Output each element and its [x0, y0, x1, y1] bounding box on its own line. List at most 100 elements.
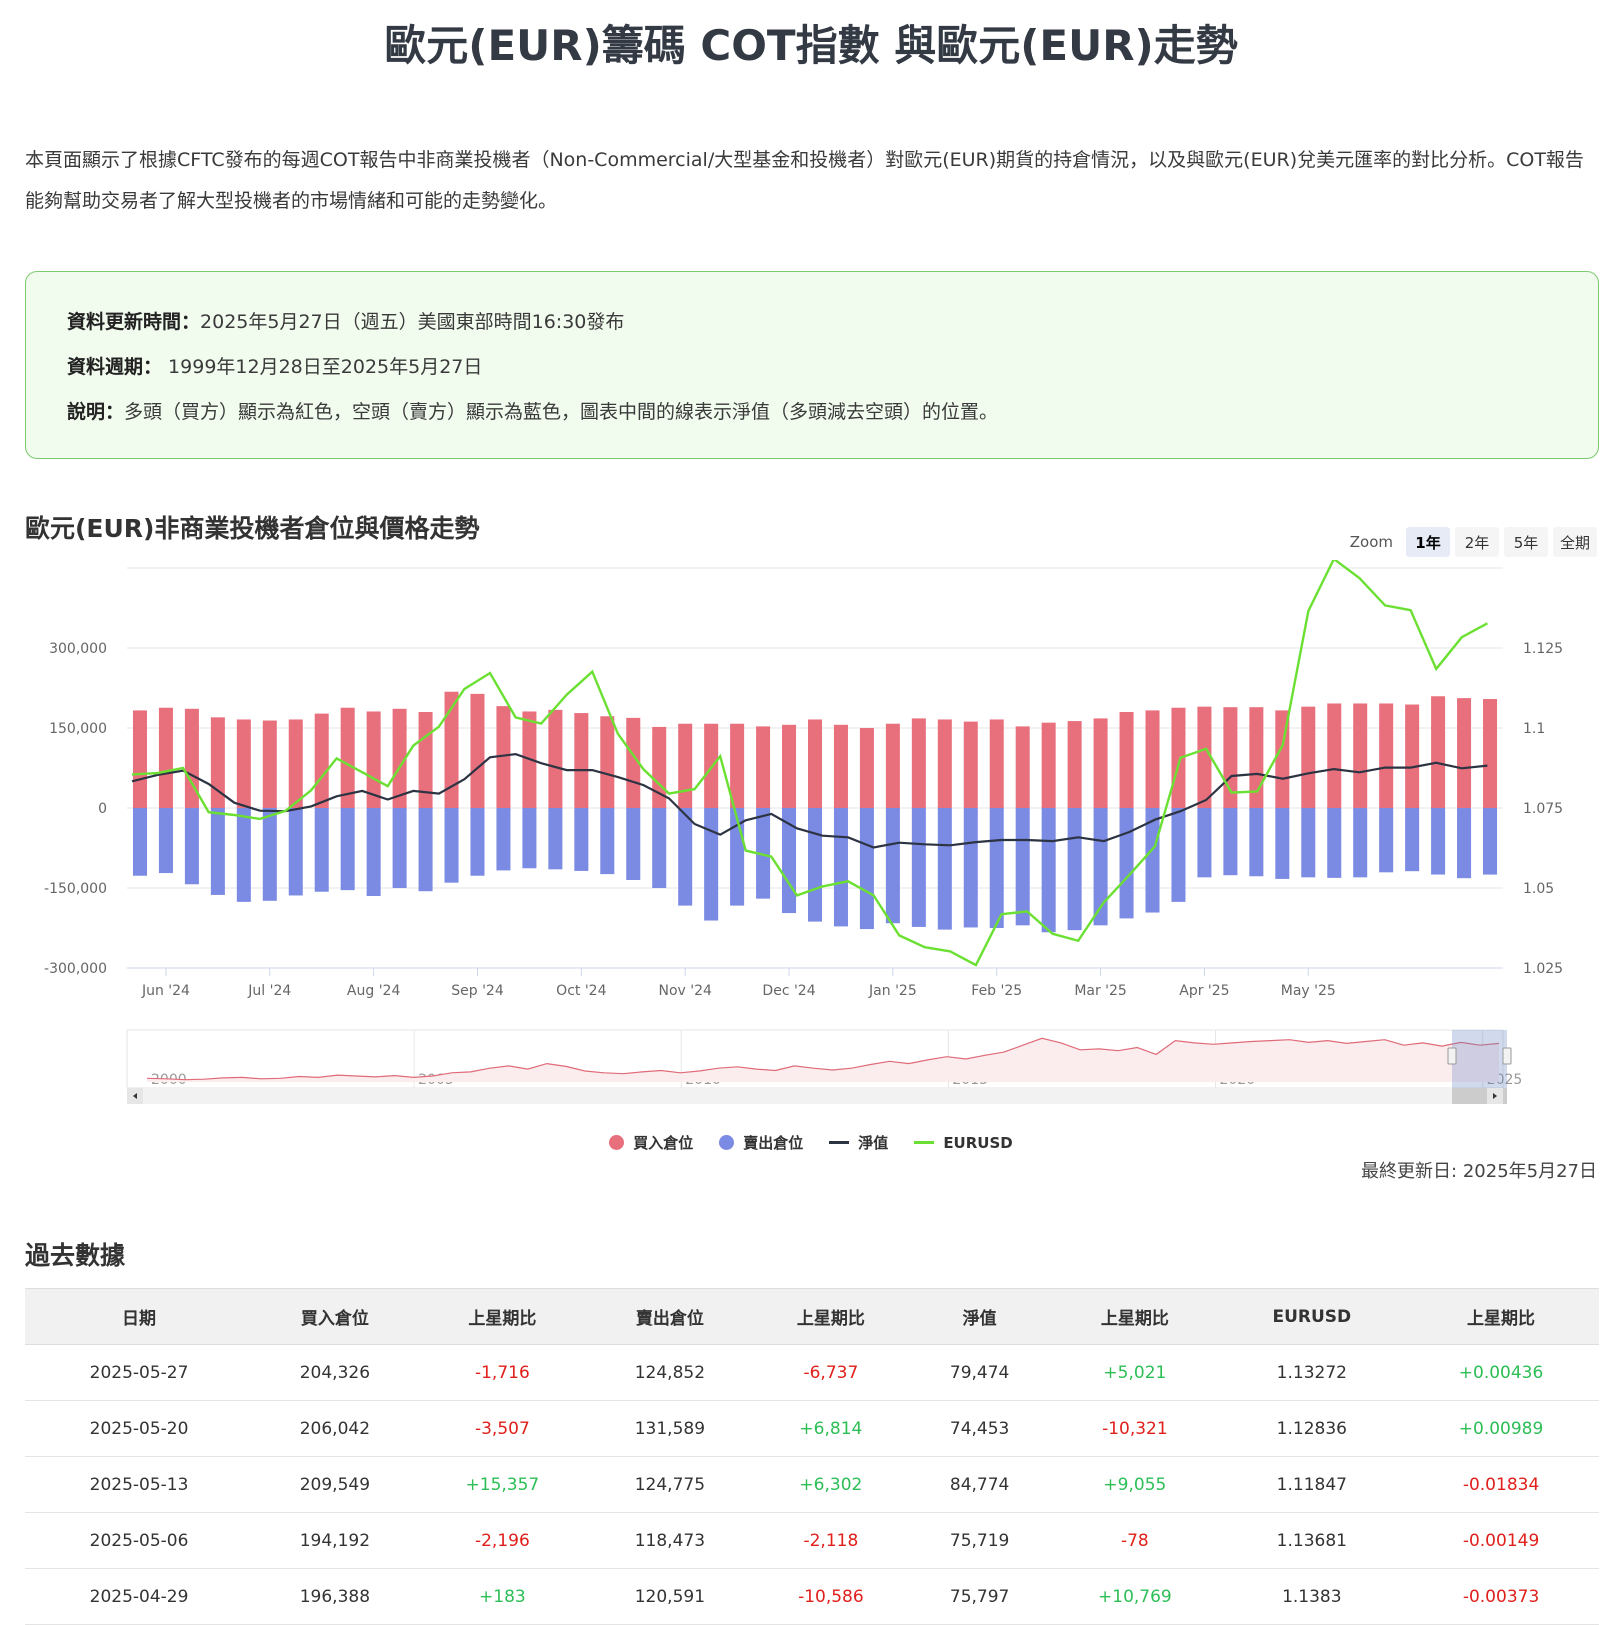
long-position-bar[interactable]: [885, 723, 900, 808]
long-position-bar[interactable]: [756, 726, 771, 808]
navigator-handle[interactable]: [1502, 1047, 1512, 1065]
legend-item-short[interactable]: 賣出倉位: [719, 1132, 803, 1153]
short-position-bar[interactable]: [1223, 808, 1238, 876]
short-position-bar[interactable]: [1093, 808, 1108, 926]
long-position-bar[interactable]: [730, 723, 745, 808]
short-position-bar[interactable]: [132, 808, 147, 876]
short-position-bar[interactable]: [1301, 808, 1316, 878]
short-position-bar[interactable]: [548, 808, 563, 870]
short-position-bar[interactable]: [522, 808, 537, 869]
short-position-bar[interactable]: [1327, 808, 1342, 878]
short-position-bar[interactable]: [418, 808, 433, 892]
long-position-bar[interactable]: [782, 724, 797, 808]
short-position-bar[interactable]: [600, 808, 615, 875]
long-position-bar[interactable]: [574, 713, 589, 808]
zoom-5y-button[interactable]: 5年: [1504, 527, 1548, 557]
long-position-bar[interactable]: [1249, 707, 1264, 808]
long-position-bar[interactable]: [963, 721, 978, 808]
short-position-bar[interactable]: [1145, 808, 1160, 913]
long-position-bar[interactable]: [600, 716, 615, 808]
navigator[interactable]: 200020052010201520202025: [126, 1029, 1522, 1104]
long-position-bar[interactable]: [1327, 703, 1342, 808]
zoom-all-button[interactable]: 全期: [1553, 527, 1597, 557]
long-position-bar[interactable]: [314, 713, 329, 808]
long-position-bar[interactable]: [470, 693, 485, 808]
long-position-bar[interactable]: [911, 718, 926, 808]
long-position-bar[interactable]: [1067, 721, 1082, 808]
long-position-bar[interactable]: [1301, 706, 1316, 808]
short-position-bar[interactable]: [885, 808, 900, 924]
short-position-bar[interactable]: [1015, 808, 1030, 926]
zoom-1y-button[interactable]: 1年: [1406, 527, 1450, 557]
zoom-2y-button[interactable]: 2年: [1455, 527, 1499, 557]
long-position-bar[interactable]: [366, 711, 381, 808]
short-position-bar[interactable]: [1457, 808, 1472, 879]
long-position-bar[interactable]: [1119, 712, 1134, 808]
short-position-bar[interactable]: [1405, 808, 1420, 872]
long-position-bar[interactable]: [236, 719, 251, 808]
short-position-bar[interactable]: [911, 808, 926, 927]
short-position-bar[interactable]: [444, 808, 459, 883]
long-position-bar[interactable]: [937, 719, 952, 808]
legend-item-net[interactable]: 淨值: [829, 1132, 888, 1153]
long-position-bar[interactable]: [1457, 698, 1472, 808]
long-position-bar[interactable]: [496, 706, 511, 808]
short-position-bar[interactable]: [366, 808, 381, 896]
short-position-bar[interactable]: [1067, 808, 1082, 931]
short-position-bar[interactable]: [210, 808, 225, 895]
short-position-bar[interactable]: [574, 808, 589, 871]
short-position-bar[interactable]: [807, 808, 823, 922]
short-position-bar[interactable]: [1119, 808, 1134, 919]
long-position-bar[interactable]: [807, 719, 823, 808]
short-position-bar[interactable]: [314, 808, 329, 892]
long-position-bar[interactable]: [833, 724, 848, 808]
long-position-bar[interactable]: [184, 708, 199, 808]
long-position-bar[interactable]: [678, 723, 693, 808]
long-position-bar[interactable]: [1379, 703, 1394, 808]
long-position-bar[interactable]: [210, 717, 225, 808]
long-position-bar[interactable]: [392, 708, 407, 808]
short-position-bar[interactable]: [1379, 808, 1394, 873]
short-position-bar[interactable]: [1353, 808, 1368, 878]
short-position-bar[interactable]: [1171, 808, 1186, 902]
navigator-handle[interactable]: [1447, 1047, 1457, 1065]
short-position-bar[interactable]: [340, 808, 355, 891]
long-position-bar[interactable]: [288, 719, 303, 808]
long-position-bar[interactable]: [1431, 696, 1446, 808]
short-position-bar[interactable]: [262, 808, 277, 901]
long-position-bar[interactable]: [989, 719, 1004, 808]
short-position-bar[interactable]: [184, 808, 199, 885]
long-position-bar[interactable]: [1093, 718, 1108, 808]
long-position-bar[interactable]: [1015, 726, 1030, 808]
net-position-line[interactable]: [131, 752, 1488, 849]
long-position-bar[interactable]: [1145, 710, 1160, 808]
short-position-bar[interactable]: [859, 808, 874, 930]
short-position-bar[interactable]: [496, 808, 511, 871]
long-position-bar[interactable]: [1171, 707, 1186, 808]
long-position-bar[interactable]: [626, 717, 641, 808]
long-position-bar[interactable]: [262, 720, 277, 808]
short-position-bar[interactable]: [963, 808, 978, 928]
short-position-bar[interactable]: [678, 808, 693, 906]
short-position-bar[interactable]: [1041, 808, 1056, 933]
long-position-bar[interactable]: [1483, 699, 1498, 808]
long-position-bar[interactable]: [704, 723, 719, 808]
short-position-bar[interactable]: [1197, 808, 1212, 878]
long-position-bar[interactable]: [1353, 703, 1368, 808]
short-position-bar[interactable]: [833, 808, 848, 927]
long-position-bar[interactable]: [340, 707, 355, 808]
navigator-selection[interactable]: [1452, 1030, 1507, 1088]
long-position-bar[interactable]: [548, 709, 563, 808]
short-position-bar[interactable]: [288, 808, 303, 896]
long-position-bar[interactable]: [1197, 706, 1212, 808]
short-position-bar[interactable]: [1431, 808, 1446, 875]
short-position-bar[interactable]: [236, 808, 251, 902]
long-position-bar[interactable]: [859, 728, 874, 808]
long-position-bar[interactable]: [158, 707, 173, 808]
long-position-bar[interactable]: [1041, 722, 1056, 808]
short-position-bar[interactable]: [1275, 808, 1290, 879]
short-position-bar[interactable]: [626, 808, 641, 880]
long-position-bar[interactable]: [418, 712, 433, 808]
short-position-bar[interactable]: [704, 808, 719, 921]
short-position-bar[interactable]: [756, 808, 771, 899]
